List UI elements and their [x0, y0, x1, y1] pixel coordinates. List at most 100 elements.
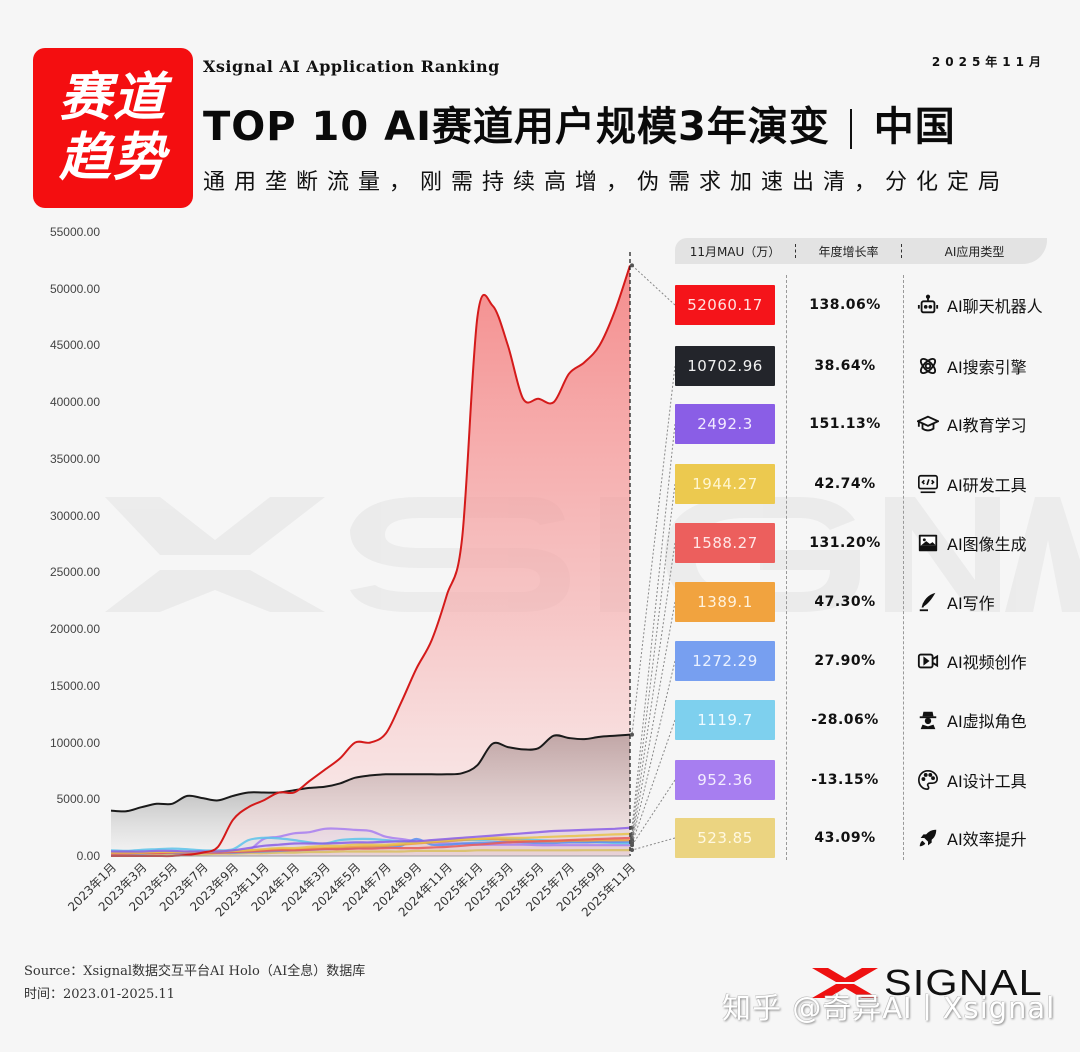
- y-tick-label: 55000.00: [49, 225, 100, 239]
- mau-value: 523.85: [675, 818, 775, 858]
- mau-value: 2492.3: [675, 404, 775, 444]
- app-type: AI图像生成: [917, 531, 1027, 555]
- y-tick-label: 50000.00: [49, 281, 100, 296]
- series-line: [111, 265, 631, 858]
- app-type: AI效率提升: [917, 826, 1027, 850]
- growth-rate: 27.90%: [814, 653, 876, 669]
- growth-rate: 38.64%: [814, 358, 876, 374]
- header-growth: 年度增长率: [818, 244, 879, 259]
- mau-value: 1389.1: [675, 582, 775, 622]
- table-row: 1272.29 27.90% AI视频创作: [675, 641, 1075, 681]
- header-mau: 11月MAU（万）: [689, 244, 781, 259]
- table-row: 1944.27 42.74% AI研发工具: [675, 464, 1075, 504]
- app-type-label: AI虚拟角色: [947, 712, 1027, 731]
- zhihu-watermark: 知乎 @奇异AI丨Xsignal: [722, 991, 1056, 1025]
- growth-rate: 47.30%: [814, 594, 876, 610]
- page-title: TOP 10 AI赛道用户规模3年演变 中国: [203, 94, 956, 152]
- series-area: [111, 265, 630, 857]
- growth-rate: 43.09%: [814, 830, 876, 846]
- x-logo-icon: [812, 968, 878, 998]
- growth-rate: 138.06%: [809, 297, 881, 313]
- app-type: AI搜索引擎: [917, 354, 1027, 378]
- app-type: AI设计工具: [917, 768, 1027, 792]
- category-badge: 赛道 趋势: [33, 48, 193, 208]
- title-divider: [849, 109, 852, 149]
- area-chart: 2023年1月2023年3月2023年5月2023年7月2023年9月2023年…: [65, 252, 638, 919]
- mau-value: 52060.17: [675, 285, 775, 325]
- growth-rate: 151.13%: [809, 416, 881, 432]
- growth-rate: -13.15%: [811, 772, 879, 788]
- series-line: [110, 826, 631, 853]
- y-tick-label: 15000.00: [49, 678, 100, 693]
- app-type-label: AI视频创作: [947, 653, 1027, 672]
- xsignal-logo: SIGNAL: [812, 962, 1042, 1004]
- y-tick-label: 30000.00: [49, 508, 100, 523]
- y-tick-label: 20000.00: [49, 622, 100, 637]
- y-tick-label: 10000.00: [49, 735, 100, 750]
- code-monitor-icon: [917, 473, 939, 495]
- app-type-label: AI写作: [947, 594, 995, 613]
- table-row: 52060.17 138.06% AI聊天机器人: [675, 285, 1075, 325]
- app-type-label: AI聊天机器人: [947, 297, 1043, 316]
- title-main: TOP 10 AI赛道用户规模3年演变: [203, 104, 830, 150]
- app-type: AI视频创作: [917, 649, 1027, 673]
- table-row: 10702.96 38.64% AI搜索引擎: [675, 346, 1075, 386]
- mau-value: 952.36: [675, 760, 775, 800]
- table-row: 952.36 -13.15% AI设计工具: [675, 760, 1075, 800]
- app-type: AI写作: [917, 590, 995, 614]
- header-type: AI应用类型: [944, 244, 1005, 259]
- english-subtitle: Xsignal AI Application Ranking: [203, 57, 500, 76]
- table-row: 1119.7 -28.06% AI虚拟角色: [675, 700, 1075, 740]
- mau-value: 1588.27: [675, 523, 775, 563]
- column-divider: [786, 275, 787, 860]
- app-type-label: AI图像生成: [947, 535, 1027, 554]
- column-divider: [903, 275, 904, 860]
- badge-line-2: 趋势: [58, 128, 167, 188]
- growth-rate: 131.20%: [809, 535, 881, 551]
- app-type: AI聊天机器人: [917, 293, 1043, 317]
- brand-wordmark: SIGNAL: [884, 962, 1043, 1003]
- robot-icon: [917, 294, 939, 316]
- tagline: 通用垄断流量，刚需持续高增，伪需求加速出清，分化定局: [203, 170, 1010, 195]
- series-line: [110, 733, 631, 813]
- app-type: AI教育学习: [917, 412, 1027, 436]
- app-type-label: AI研发工具: [947, 476, 1027, 495]
- quill-icon: [917, 591, 939, 613]
- palette-icon: [917, 769, 939, 791]
- table-row: 1389.1 47.30% AI写作: [675, 582, 1075, 622]
- y-tick-label: 5000.00: [56, 792, 100, 807]
- y-tick-label: 25000.00: [49, 565, 100, 580]
- app-type: AI虚拟角色: [917, 708, 1027, 732]
- app-type-label: AI搜索引擎: [947, 358, 1027, 377]
- badge-line-1: 赛道: [58, 68, 167, 128]
- spy-character-icon: [917, 709, 939, 731]
- source-text: Source：Xsignal数据交互平台AI Holo（AI全息）数据库: [24, 964, 366, 979]
- app-type: AI研发工具: [917, 472, 1027, 496]
- time-range: 时间：2023.01-2025.11: [24, 987, 175, 1002]
- header-divider: [901, 244, 902, 258]
- table-header: 11月MAU（万） 年度增长率 AI应用类型: [675, 238, 1047, 264]
- title-region: 中国: [873, 104, 956, 150]
- table-row: 1588.27 131.20% AI图像生成: [675, 523, 1075, 563]
- report-date: 2025年11月: [931, 55, 1046, 69]
- growth-rate: 42.74%: [814, 476, 876, 492]
- table-row: 523.85 43.09% AI效率提升: [675, 818, 1075, 858]
- app-type-label: AI设计工具: [947, 772, 1027, 791]
- growth-rate: -28.06%: [811, 712, 879, 728]
- mau-value: 10702.96: [675, 346, 775, 386]
- rocket-icon: [917, 827, 939, 849]
- app-type-label: AI效率提升: [947, 830, 1027, 849]
- app-type-label: AI教育学习: [947, 416, 1027, 435]
- video-icon: [917, 650, 939, 672]
- y-tick-label: 40000.00: [49, 395, 100, 410]
- atom-icon: [917, 355, 939, 377]
- y-tick-label: 0.00: [76, 849, 100, 863]
- table-row: 2492.3 151.13% AI教育学习: [675, 404, 1075, 444]
- y-tick-label: 35000.00: [49, 451, 100, 466]
- mau-value: 1272.29: [675, 641, 775, 681]
- graduation-cap-icon: [917, 413, 939, 435]
- mau-value: 1119.7: [675, 700, 775, 740]
- header-divider: [795, 244, 796, 258]
- y-tick-label: 45000.00: [49, 338, 100, 353]
- image-icon: [917, 532, 939, 554]
